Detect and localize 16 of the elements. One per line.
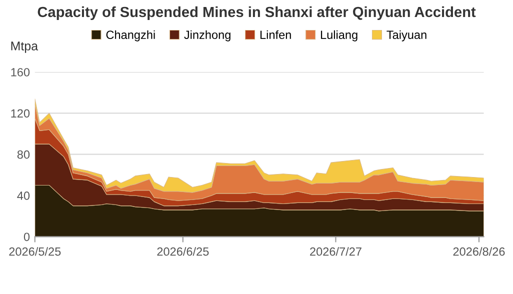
y-axis-title: Mtpa xyxy=(11,42,38,53)
y-tick-label: 40 xyxy=(17,192,30,200)
legend-label: Changzhi xyxy=(106,30,155,42)
x-tick-label: 2026/7/27 xyxy=(310,247,362,256)
y-tick-label: 160 xyxy=(11,68,30,76)
x-tick-label: 2026/8/26 xyxy=(453,247,505,256)
x-tick-label: 2026/6/25 xyxy=(157,247,209,256)
y-tick-label: 80 xyxy=(17,150,30,159)
y-tick-label: 120 xyxy=(11,109,30,118)
legend-label: Linfen xyxy=(260,30,291,39)
legend-label: Jinzhong xyxy=(184,30,230,42)
x-tick-label: 2026/5/25 xyxy=(9,247,61,256)
legend-label: Luliang xyxy=(320,30,358,42)
legend-label: Taiyuan xyxy=(386,30,426,42)
chart-title: Capacity of Suspended Mines in Shanxi after Qinyuan Accident xyxy=(38,6,476,20)
y-tick-label: 0 xyxy=(24,232,30,242)
